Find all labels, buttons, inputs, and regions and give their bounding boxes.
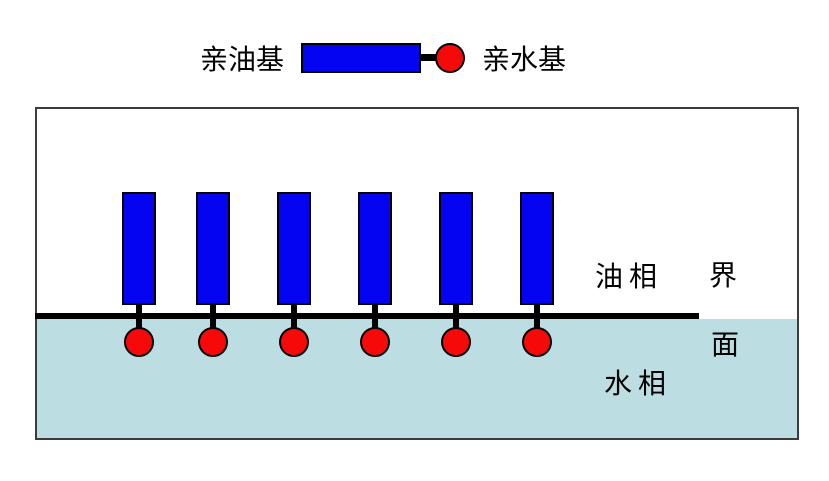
hydrophilic-head [522,327,552,357]
lipophilic-tail [196,192,230,305]
hydrophilic-group-label: 亲水基 [482,43,567,76]
legend-connector-stem [419,54,437,61]
water-phase-label: 水相 [604,367,673,400]
hydrophilic-head [441,327,471,357]
interface-label-bottom-char: 面 [711,328,740,361]
lipophilic-tail [358,192,392,305]
lipophilic-tail [122,192,156,305]
water-phase-region [37,319,797,438]
connector-stem [453,301,459,342]
lipophilic-group-label: 亲油基 [200,43,285,76]
connector-stem [136,301,142,342]
hydrophilic-head [124,327,154,357]
hydrophilic-head [279,327,309,357]
lipophilic-tail [520,192,554,305]
hydrophilic-head [198,327,228,357]
lipophilic-tail [277,192,311,305]
interface-line [35,313,699,319]
legend-lipophilic-tail-icon [301,43,421,73]
legend-hydrophilic-head-icon [435,43,465,73]
hydrophilic-head [360,327,390,357]
vessel-box [35,107,799,440]
connector-stem [534,301,540,342]
connector-stem [210,301,216,342]
lipophilic-tail [439,192,473,305]
connector-stem [372,301,378,342]
interface-label-top-char: 界 [709,259,738,292]
connector-stem [291,301,297,342]
oil-phase-label: 油相 [595,260,664,293]
